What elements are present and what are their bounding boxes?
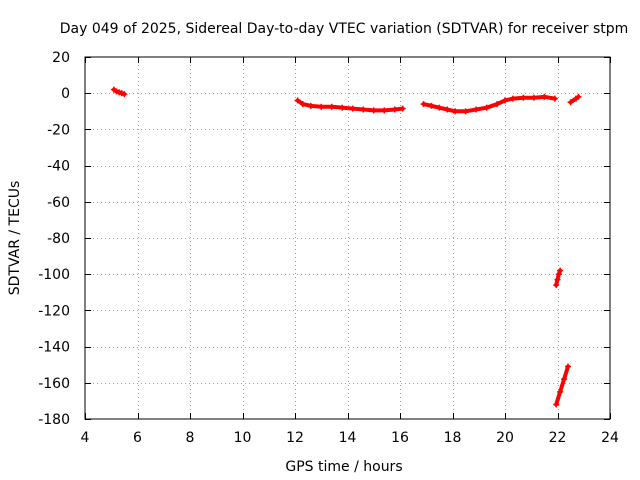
x-tick-label: 20 — [496, 430, 514, 446]
x-tick-label: 14 — [339, 430, 357, 446]
x-tick-label: 24 — [601, 430, 619, 446]
tick-layer — [85, 57, 611, 420]
x-tick-label: 8 — [186, 430, 195, 446]
plot-border — [84, 56, 611, 420]
y-tick-label: 20 — [52, 50, 70, 66]
y-tick-label: -160 — [38, 376, 70, 392]
y-tick-label: -80 — [47, 231, 70, 247]
grid-layer — [85, 57, 610, 419]
data-segment — [542, 94, 557, 101]
data-segment — [562, 364, 570, 382]
x-tick-label: 12 — [286, 430, 304, 446]
data-segment — [119, 91, 127, 97]
y-axis-label: SDTVAR / TECUs — [7, 181, 23, 296]
tick-labels: 4 6 8 10 12 14 16 18 20 22 24 20 0 -20 -40 -60 -80 -100 -1… — [38, 50, 619, 446]
x-tick-label: 4 — [81, 430, 90, 446]
data-segment — [392, 106, 405, 112]
y-tick-label: -140 — [38, 340, 70, 356]
x-tick-label: 10 — [234, 430, 252, 446]
x-tick-label: 22 — [549, 430, 567, 446]
y-tick-label: -180 — [38, 412, 70, 428]
x-tick-label: 18 — [444, 430, 462, 446]
chart-title: Day 049 of 2025, Sidereal Day-to-day VTE… — [60, 21, 629, 37]
data-points — [110, 86, 582, 408]
data-segment — [558, 377, 567, 394]
x-tick-label: 6 — [133, 430, 142, 446]
x-axis-label: GPS time / hours — [285, 459, 402, 475]
data-segment — [554, 389, 563, 407]
data-segment — [573, 94, 581, 101]
data-segment — [556, 268, 563, 277]
x-tick-label: 16 — [391, 430, 409, 446]
y-tick-label: -120 — [38, 303, 70, 319]
y-tick-label: -100 — [38, 267, 70, 283]
y-tick-label: -40 — [47, 159, 70, 175]
y-tick-label: -20 — [47, 122, 70, 138]
y-tick-label: 0 — [61, 86, 70, 102]
y-tick-label: -60 — [47, 195, 70, 211]
